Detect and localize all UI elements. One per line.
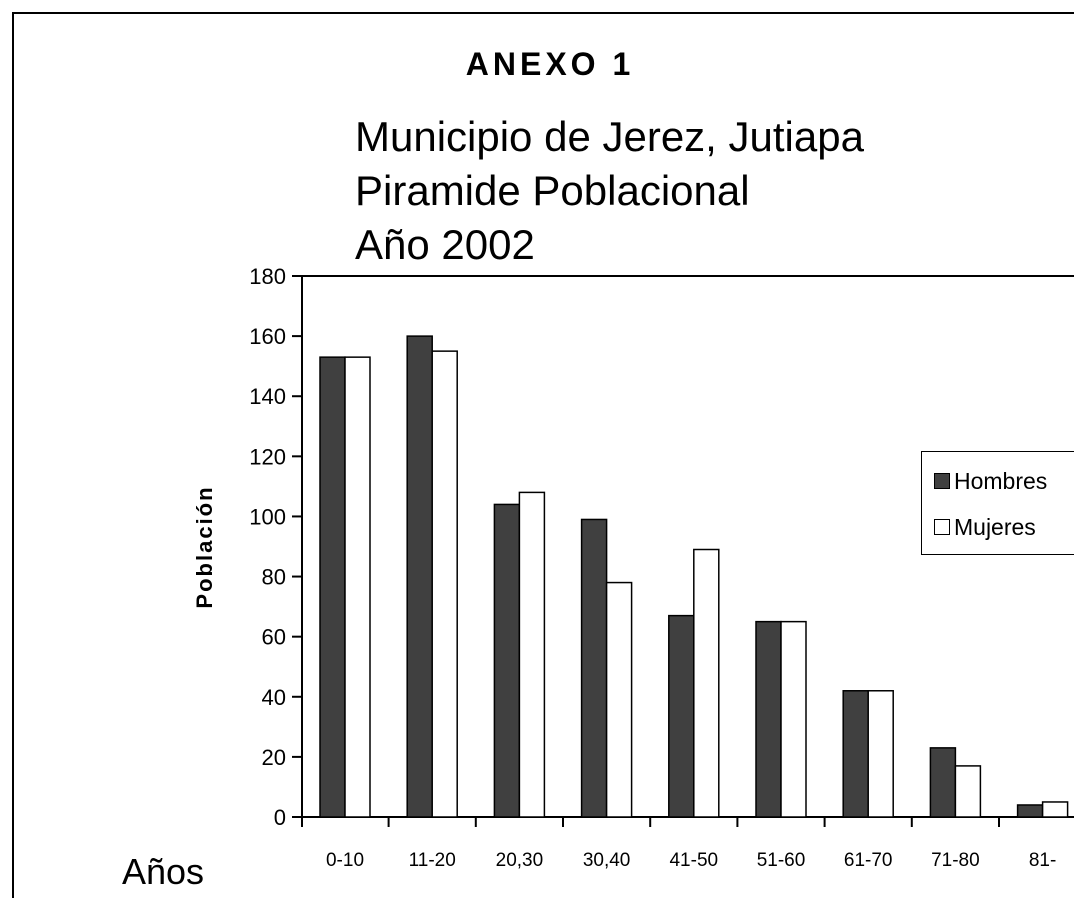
x-tick-label: 71-80 xyxy=(931,850,980,871)
bar-mujeres-61-70 xyxy=(867,690,894,818)
x-tick-label: 41-50 xyxy=(669,850,718,871)
y-tick-label: 40 xyxy=(262,685,286,710)
bar-mujeres-51-60 xyxy=(780,620,807,818)
bar-mujeres-20,30 xyxy=(518,491,546,818)
y-tick-label: 100 xyxy=(249,504,286,529)
x-tick-label: 30,40 xyxy=(583,850,631,871)
bar-hombres-81- xyxy=(1016,804,1044,818)
x-tick-label: 81- xyxy=(1029,850,1056,871)
x-tick-label: 11-20 xyxy=(409,850,456,871)
bar-hombres-11-20 xyxy=(406,335,433,818)
bar-mujeres-71-80 xyxy=(954,765,982,818)
chart-labels: 0 20 40 60 80 100 120 140 160 180 0-10 11-20 20,30 30… xyxy=(122,264,1056,892)
y-axis-title: Población xyxy=(192,485,217,608)
bar-hombres-41-50 xyxy=(668,614,695,818)
y-tick-label: 140 xyxy=(249,384,286,409)
bar-hombres-71-80 xyxy=(929,747,957,818)
chart-title-line-2: Piramide Poblacional xyxy=(355,167,750,214)
chart-frame xyxy=(12,12,1074,898)
legend-label-hombres: Hombres xyxy=(954,467,1048,494)
bar-mujeres-0-10 xyxy=(344,356,371,818)
y-tick-label: 120 xyxy=(249,444,286,469)
x-tick-label: 61-70 xyxy=(844,850,893,871)
bar-hombres-61-70 xyxy=(842,690,869,818)
legend-item-mujeres: Mujeres xyxy=(934,512,1036,542)
annex-heading: ANEXO 1 xyxy=(465,46,635,82)
chart-title-line-1: Municipio de Jerez, Jutiapa xyxy=(355,113,864,160)
legend-swatch-mujeres xyxy=(934,519,950,535)
x-axis-title: Años xyxy=(122,851,204,892)
bar-mujeres-41-50 xyxy=(693,548,720,818)
y-tick-label: 160 xyxy=(249,324,286,349)
legend-label-mujeres: Mujeres xyxy=(954,513,1036,540)
x-tick-label: 51-60 xyxy=(757,850,806,871)
chart-title-line-3: Año 2002 xyxy=(355,221,535,268)
bar-hombres-30,40 xyxy=(580,518,608,818)
y-tick-label: 80 xyxy=(262,565,286,590)
bar-mujeres-11-20 xyxy=(431,350,458,818)
chart-legend: Hombres Mujeres xyxy=(921,451,1074,555)
y-tick-label: 0 xyxy=(274,805,286,830)
bar-hombres-0-10 xyxy=(319,356,346,818)
y-tick-label: 20 xyxy=(262,745,286,770)
bar-mujeres-30,40 xyxy=(605,581,633,818)
x-tick-label: 20,30 xyxy=(496,850,544,871)
bar-mujeres-81- xyxy=(1041,801,1069,818)
legend-item-hombres: Hombres xyxy=(934,466,1047,496)
chart-bars xyxy=(319,335,1069,818)
legend-swatch-hombres xyxy=(934,473,950,489)
y-tick-label: 60 xyxy=(262,625,286,650)
y-tick-label: 180 xyxy=(249,264,286,289)
bar-hombres-51-60 xyxy=(755,620,782,818)
bar-hombres-20,30 xyxy=(493,503,521,818)
x-tick-label: 0-10 xyxy=(326,850,364,871)
